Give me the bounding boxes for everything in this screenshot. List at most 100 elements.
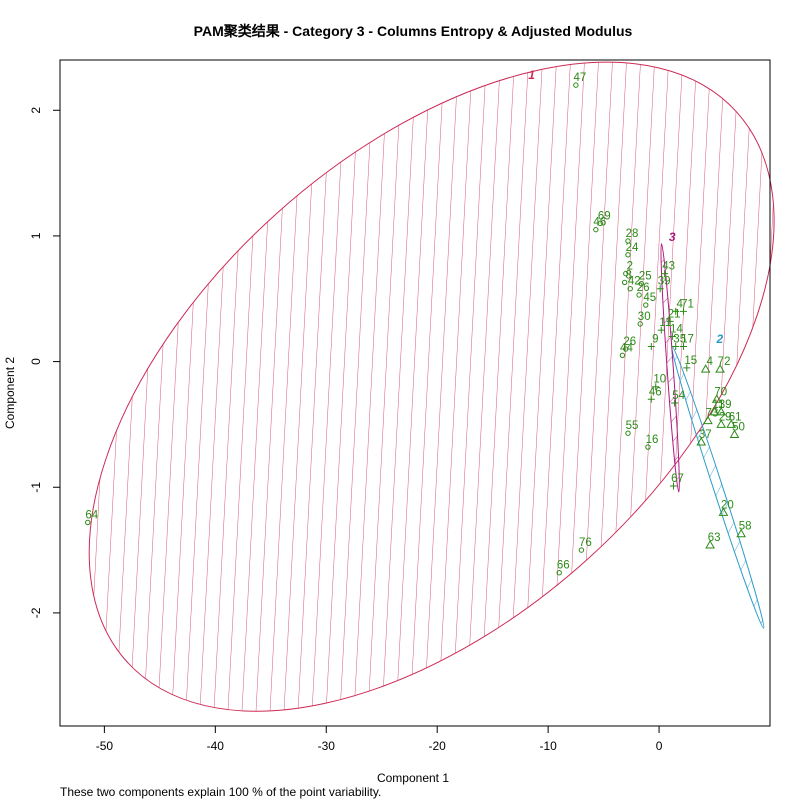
y-tick-label: -1 bbox=[29, 482, 43, 493]
point-label: 8 bbox=[625, 269, 631, 281]
point-circle bbox=[645, 444, 651, 450]
point-label: 20 bbox=[721, 499, 734, 511]
point-label: 61 bbox=[729, 411, 742, 423]
point-label: 44 bbox=[620, 342, 633, 354]
point-circle bbox=[638, 280, 645, 287]
point-plus bbox=[672, 307, 680, 315]
y-tick-label: 0 bbox=[29, 358, 43, 365]
point-triangle bbox=[736, 528, 747, 538]
point-label: 25 bbox=[639, 271, 652, 283]
point-triangle bbox=[709, 406, 720, 416]
point-label: 67 bbox=[671, 473, 684, 485]
y-tick-label: 1 bbox=[29, 232, 43, 239]
point-label: 46 bbox=[649, 386, 662, 398]
point-plus bbox=[652, 383, 660, 391]
x-tick-label: -10 bbox=[539, 739, 557, 753]
point-label: 10 bbox=[653, 374, 666, 386]
point-label: 69 bbox=[598, 210, 611, 222]
x-tick-label: 0 bbox=[656, 739, 663, 753]
point-circle bbox=[85, 519, 91, 526]
point-circle bbox=[621, 279, 628, 286]
point-circle bbox=[625, 238, 631, 244]
point-label: 11 bbox=[713, 399, 725, 411]
point-triangle bbox=[703, 415, 713, 425]
point-triangle bbox=[715, 364, 725, 373]
cluster-3-label: 3 bbox=[669, 230, 676, 244]
y-axis-label: Component 2 bbox=[3, 357, 17, 429]
point-label: 4 bbox=[706, 356, 713, 368]
point-triangle bbox=[726, 419, 737, 428]
point-plus bbox=[657, 326, 665, 334]
point-plus bbox=[683, 364, 691, 372]
point-label: 64 bbox=[85, 509, 98, 521]
point-circle bbox=[636, 292, 642, 298]
point-triangle bbox=[700, 364, 711, 373]
x-tick-label: -50 bbox=[96, 739, 114, 753]
point-plus bbox=[656, 285, 664, 293]
x-tick-label: -40 bbox=[207, 739, 225, 753]
point-circle bbox=[637, 321, 643, 327]
point-plus bbox=[661, 270, 669, 278]
point-plus bbox=[647, 395, 655, 403]
point-label: 21 bbox=[668, 308, 681, 320]
x-tick-label: -30 bbox=[318, 739, 336, 753]
point-label: 28 bbox=[626, 228, 639, 240]
point-label: 39 bbox=[658, 276, 671, 288]
point-triangle bbox=[705, 540, 715, 549]
point-label: 66 bbox=[557, 560, 570, 572]
point-circle bbox=[643, 302, 649, 308]
point-plus bbox=[668, 332, 676, 340]
point-label: 17 bbox=[681, 334, 694, 346]
point-label: 24 bbox=[626, 242, 639, 254]
point-label: 72 bbox=[718, 356, 731, 368]
point-label: 4 bbox=[677, 298, 684, 310]
point-label: 58 bbox=[739, 521, 752, 533]
point-label: 26 bbox=[623, 336, 636, 348]
point-circle bbox=[556, 569, 562, 576]
point-label: 2 bbox=[627, 261, 633, 273]
point-plus bbox=[669, 482, 677, 490]
point-circle bbox=[625, 252, 631, 258]
y-axis: -2 -1 0 1 2 bbox=[29, 107, 61, 618]
point-triangle bbox=[729, 429, 740, 438]
y-tick-label: -2 bbox=[29, 607, 43, 618]
point-circle bbox=[578, 547, 585, 553]
point-label: 55 bbox=[626, 420, 639, 432]
point-circle bbox=[625, 430, 631, 436]
point-label: 50 bbox=[732, 421, 745, 433]
point-label: 11 bbox=[659, 317, 671, 329]
point-label: 71 bbox=[681, 298, 694, 310]
point-circle bbox=[623, 270, 629, 277]
point-circle bbox=[623, 346, 629, 352]
x-tick-label: -20 bbox=[429, 739, 447, 753]
point-circle bbox=[619, 352, 626, 359]
cluster-3-ellipse bbox=[660, 243, 680, 493]
point-label: 26 bbox=[637, 282, 650, 294]
point-label: 39 bbox=[719, 399, 732, 411]
point-label: 54 bbox=[672, 390, 685, 402]
x-axis-label: Component 1 bbox=[377, 771, 449, 785]
point-label: 16 bbox=[646, 434, 659, 446]
point-plus bbox=[679, 343, 687, 351]
point-circle bbox=[597, 220, 603, 227]
point-label: 37 bbox=[699, 429, 712, 441]
x-axis: -50 -40 -30 -20 -10 0 bbox=[96, 725, 663, 753]
cluster-2-label: 2 bbox=[716, 332, 724, 346]
point-label: 29 bbox=[719, 411, 732, 423]
point-plus bbox=[672, 343, 680, 351]
point-triangle bbox=[716, 406, 727, 416]
chart-title: PAM聚类结果 - Category 3 - Columns Entropy &… bbox=[194, 23, 633, 39]
point-label: 43 bbox=[662, 261, 675, 273]
point-plus bbox=[679, 307, 687, 315]
point-label: 73 bbox=[705, 408, 718, 420]
cluster-1-label: 1 bbox=[528, 68, 535, 82]
point-label: 63 bbox=[708, 532, 721, 544]
point-label: 46 bbox=[593, 217, 606, 229]
point-circle bbox=[627, 286, 633, 292]
point-plus bbox=[666, 317, 674, 325]
point-triangle bbox=[696, 437, 707, 446]
y-tick-label: 2 bbox=[29, 107, 43, 114]
